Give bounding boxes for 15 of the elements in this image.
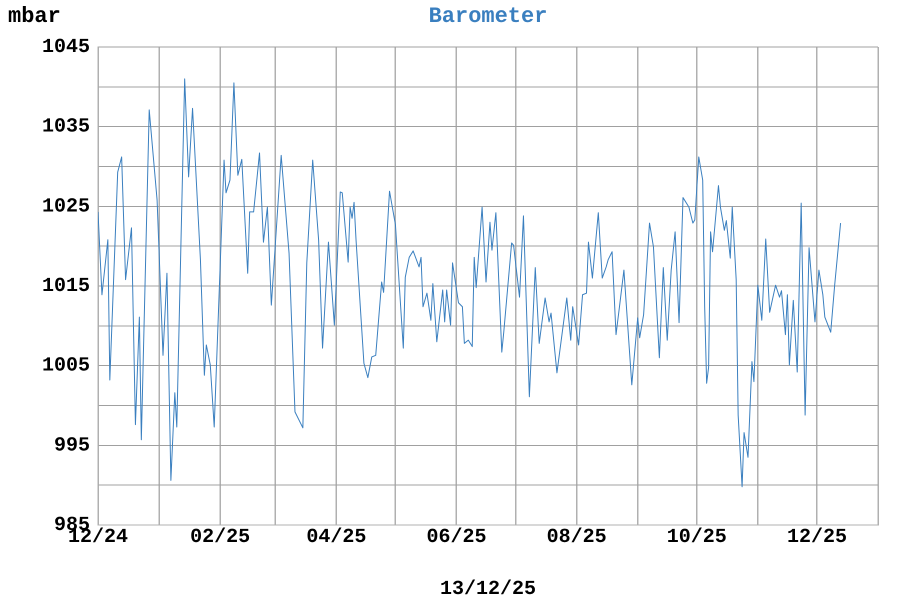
y-tick-label: 995 xyxy=(54,434,90,458)
x-tick-label: 10/25 xyxy=(666,526,727,550)
x-tick-label: 06/25 xyxy=(426,526,486,550)
x-axis-title: 13/12/25 xyxy=(440,578,536,600)
x-tick-label: 12/25 xyxy=(786,526,847,550)
x-tick-label: 08/25 xyxy=(546,526,607,550)
x-tick-label: 02/25 xyxy=(190,526,250,550)
y-axis-title: mbar xyxy=(8,4,61,29)
y-tick-label: 1015 xyxy=(42,275,90,298)
x-tick-label: 04/25 xyxy=(306,526,366,550)
y-tick-label: 1005 xyxy=(42,354,90,378)
y-tick-label: 1025 xyxy=(42,195,90,218)
y-tick-label: 1045 xyxy=(42,36,90,60)
chart-title: Barometer xyxy=(428,4,548,29)
y-tick-label: 1035 xyxy=(42,116,90,139)
